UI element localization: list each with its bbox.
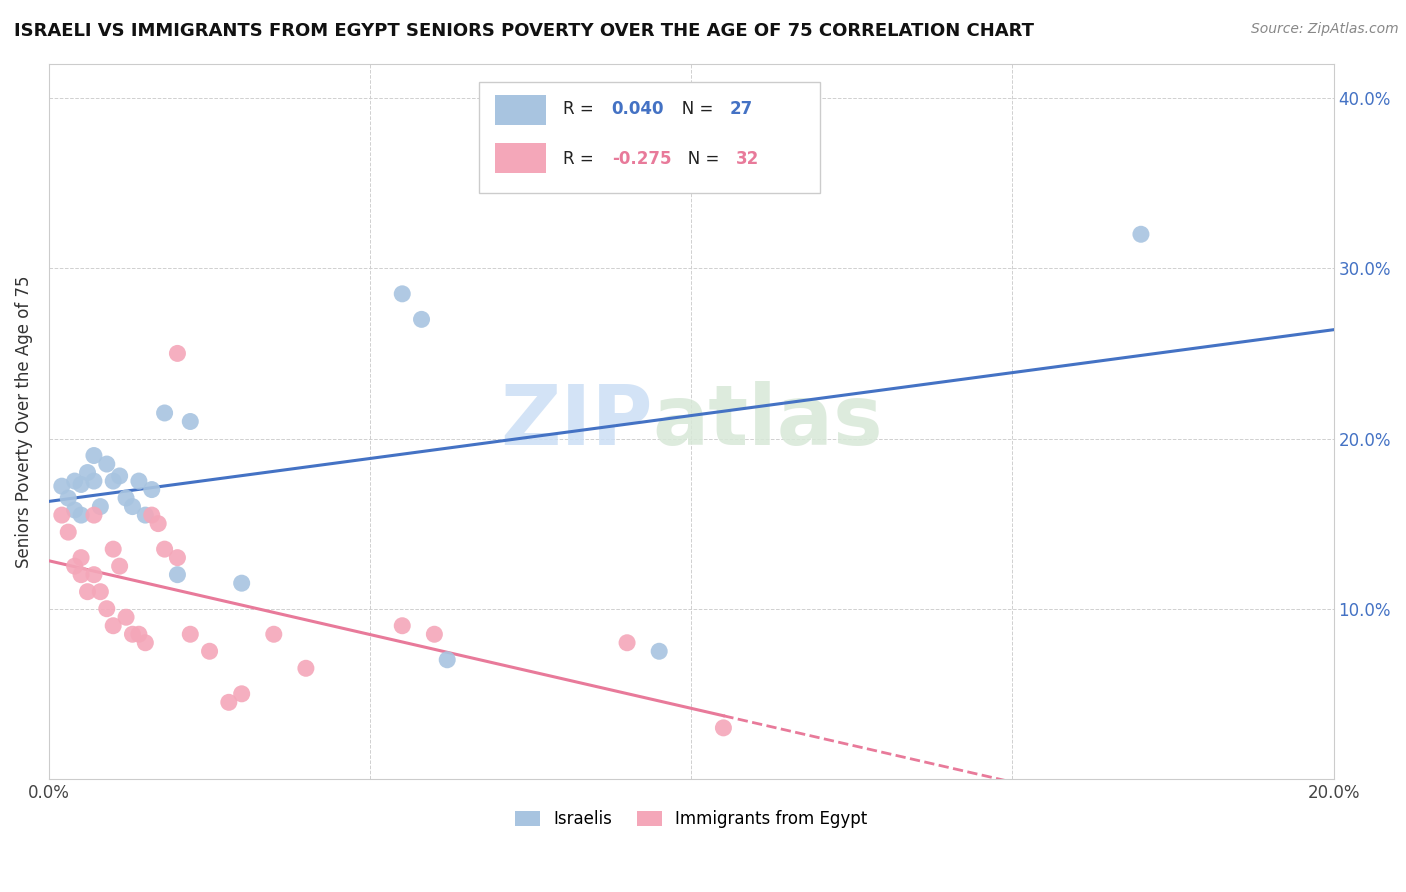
Point xyxy=(218,695,240,709)
Point xyxy=(423,627,446,641)
Point xyxy=(411,312,433,326)
Point xyxy=(70,477,93,491)
Point xyxy=(713,721,735,735)
Point xyxy=(121,627,143,641)
Text: R =: R = xyxy=(562,100,599,118)
Point xyxy=(70,508,93,522)
Text: 0.040: 0.040 xyxy=(612,100,664,118)
Point xyxy=(141,508,163,522)
Point xyxy=(51,508,73,522)
Point xyxy=(63,559,86,574)
Point xyxy=(108,469,131,483)
Point xyxy=(198,644,221,658)
Legend: Israelis, Immigrants from Egypt: Israelis, Immigrants from Egypt xyxy=(508,804,875,835)
FancyBboxPatch shape xyxy=(495,144,546,173)
Point xyxy=(436,653,458,667)
Point xyxy=(179,627,201,641)
Point xyxy=(103,618,125,632)
Point xyxy=(166,567,188,582)
Point xyxy=(70,550,93,565)
Point xyxy=(153,542,176,557)
Text: Source: ZipAtlas.com: Source: ZipAtlas.com xyxy=(1251,22,1399,37)
Point xyxy=(63,503,86,517)
Y-axis label: Seniors Poverty Over the Age of 75: Seniors Poverty Over the Age of 75 xyxy=(15,276,32,567)
Text: ZIP: ZIP xyxy=(501,381,652,462)
Point xyxy=(391,286,413,301)
Point xyxy=(231,576,253,591)
Point xyxy=(96,601,118,615)
Point xyxy=(96,457,118,471)
Point xyxy=(391,618,413,632)
Point xyxy=(58,525,80,540)
Point xyxy=(83,449,105,463)
Point xyxy=(63,474,86,488)
Text: 32: 32 xyxy=(737,150,759,168)
Point xyxy=(179,415,201,429)
Point xyxy=(128,474,150,488)
Point xyxy=(83,474,105,488)
Point xyxy=(76,466,98,480)
Point xyxy=(263,627,285,641)
Point xyxy=(51,479,73,493)
Text: R =: R = xyxy=(562,150,599,168)
Point xyxy=(141,483,163,497)
Point xyxy=(153,406,176,420)
Point xyxy=(616,636,638,650)
Text: 27: 27 xyxy=(730,100,754,118)
Point xyxy=(83,508,105,522)
Point xyxy=(83,567,105,582)
Text: -0.275: -0.275 xyxy=(612,150,671,168)
Point xyxy=(128,627,150,641)
Point xyxy=(1129,227,1152,242)
Point xyxy=(134,636,156,650)
Text: N =: N = xyxy=(665,100,718,118)
Text: atlas: atlas xyxy=(652,381,883,462)
Point xyxy=(103,474,125,488)
Text: N =: N = xyxy=(672,150,724,168)
FancyBboxPatch shape xyxy=(495,95,546,125)
Point xyxy=(231,687,253,701)
FancyBboxPatch shape xyxy=(479,82,820,193)
Text: ISRAELI VS IMMIGRANTS FROM EGYPT SENIORS POVERTY OVER THE AGE OF 75 CORRELATION : ISRAELI VS IMMIGRANTS FROM EGYPT SENIORS… xyxy=(14,22,1033,40)
Point xyxy=(115,610,138,624)
Point xyxy=(76,584,98,599)
Point xyxy=(115,491,138,505)
Point xyxy=(166,346,188,360)
Point xyxy=(108,559,131,574)
Point xyxy=(166,550,188,565)
Point xyxy=(295,661,318,675)
Point xyxy=(58,491,80,505)
Point xyxy=(648,644,671,658)
Point xyxy=(70,567,93,582)
Point xyxy=(89,584,111,599)
Point xyxy=(103,542,125,557)
Point xyxy=(146,516,169,531)
Point xyxy=(134,508,156,522)
Point xyxy=(121,500,143,514)
Point xyxy=(89,500,111,514)
